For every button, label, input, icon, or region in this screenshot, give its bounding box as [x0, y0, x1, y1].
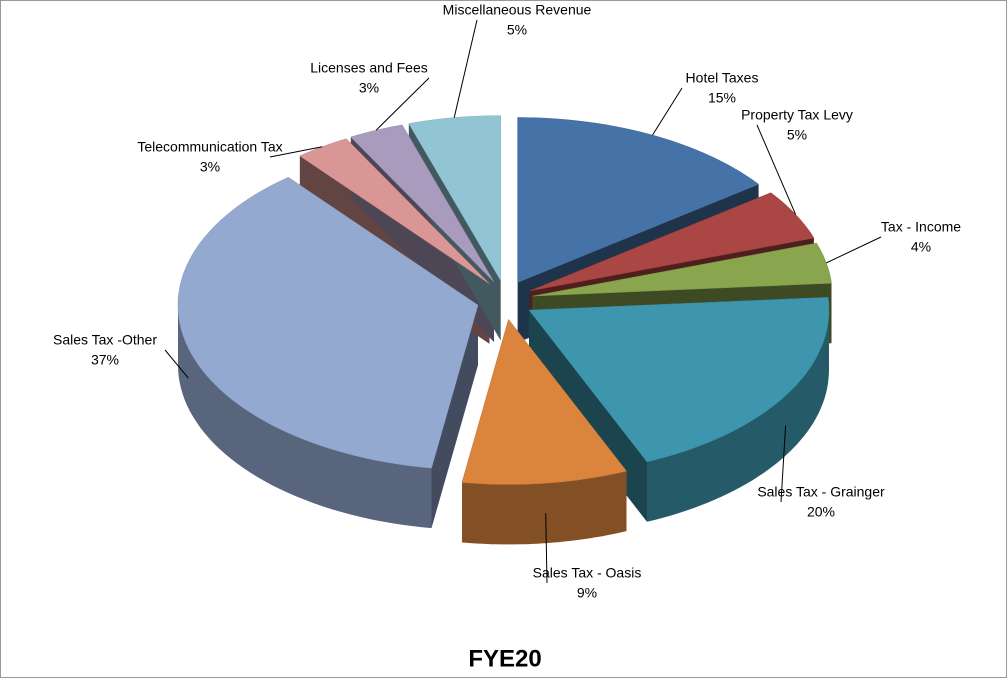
slice [528, 297, 830, 463]
slice-label: Sales Tax -Other [53, 332, 157, 348]
slice-side [178, 305, 432, 529]
slice-wall [431, 305, 478, 529]
slice-label: Property Tax Levy [741, 107, 853, 123]
slice-value-label: 3% [200, 159, 220, 175]
leader-line [164, 349, 189, 379]
leader-line [826, 236, 882, 264]
chart-title: FYE20 [468, 645, 541, 672]
slice-label: Telecommunication Tax [137, 139, 282, 155]
slice-value-label: 3% [359, 80, 379, 96]
slice-label: Miscellaneous Revenue [443, 2, 592, 18]
slice-label: Licenses and Fees [310, 60, 428, 76]
slice-label: Tax - Income [881, 219, 961, 235]
slice-value-label: 9% [577, 585, 597, 601]
leader-line [652, 87, 683, 136]
slice-label: Hotel Taxes [686, 70, 759, 86]
slice-value-label: 5% [787, 127, 807, 143]
leader-line [780, 425, 787, 503]
slice [461, 318, 627, 485]
leader-line [756, 124, 797, 215]
slice-value-label: 4% [911, 239, 931, 255]
leader-line [545, 513, 548, 584]
slice-value-label: 20% [807, 504, 835, 520]
slice-side [647, 310, 829, 522]
leader-line [269, 146, 323, 158]
slice-value-label: 37% [91, 352, 119, 368]
slice [177, 177, 479, 469]
leader-line [375, 77, 430, 131]
leader-line [453, 19, 478, 118]
slice-side [462, 471, 627, 545]
slice-value-label: 5% [507, 22, 527, 38]
slice-value-label: 15% [708, 90, 736, 106]
slice-label: Sales Tax - Oasis [533, 565, 642, 581]
slice-label: Sales Tax - Grainger [757, 484, 885, 500]
